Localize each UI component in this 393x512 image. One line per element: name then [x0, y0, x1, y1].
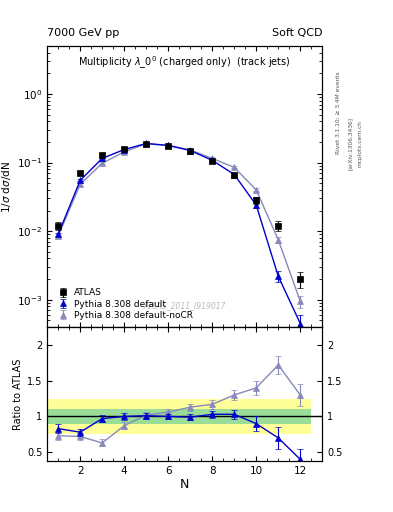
- Legend: ATLAS, Pythia 8.308 default, Pythia 8.308 default-noCR: ATLAS, Pythia 8.308 default, Pythia 8.30…: [51, 286, 196, 323]
- Bar: [47, 409, 69, 423]
- Bar: [157, 409, 179, 423]
- Bar: [201, 398, 223, 434]
- Bar: [47, 398, 69, 434]
- Bar: [91, 409, 113, 423]
- Bar: [113, 409, 135, 423]
- Text: Soft QCD: Soft QCD: [272, 28, 322, 38]
- Bar: [223, 409, 245, 423]
- Text: mcplots.cern.ch: mcplots.cern.ch: [358, 120, 363, 167]
- Bar: [69, 409, 91, 423]
- Bar: [245, 409, 267, 423]
- Bar: [179, 398, 201, 434]
- Text: Multiplicity $\lambda\_0^0$ (charged only)  (track jets): Multiplicity $\lambda\_0^0$ (charged onl…: [79, 54, 291, 71]
- Text: Rivet 3.1.10; ≥ 3.4M events: Rivet 3.1.10; ≥ 3.4M events: [336, 71, 341, 154]
- Bar: [135, 409, 157, 423]
- Bar: [113, 398, 135, 434]
- X-axis label: N: N: [180, 478, 189, 492]
- Bar: [135, 398, 157, 434]
- Y-axis label: Ratio to ATLAS: Ratio to ATLAS: [13, 358, 23, 430]
- Bar: [201, 409, 223, 423]
- Text: ATLAS_2011_I919017: ATLAS_2011_I919017: [143, 301, 226, 310]
- Bar: [289, 409, 311, 423]
- Bar: [267, 398, 289, 434]
- Bar: [179, 409, 201, 423]
- Bar: [289, 398, 311, 434]
- Text: 7000 GeV pp: 7000 GeV pp: [47, 28, 119, 38]
- Bar: [91, 398, 113, 434]
- Bar: [157, 398, 179, 434]
- Bar: [223, 398, 245, 434]
- Bar: [267, 409, 289, 423]
- Bar: [69, 398, 91, 434]
- Bar: [245, 398, 267, 434]
- Y-axis label: 1/$\sigma$ d$\sigma$/dN: 1/$\sigma$ d$\sigma$/dN: [0, 161, 13, 212]
- Text: [arXiv:1306.3436]: [arXiv:1306.3436]: [348, 117, 353, 170]
